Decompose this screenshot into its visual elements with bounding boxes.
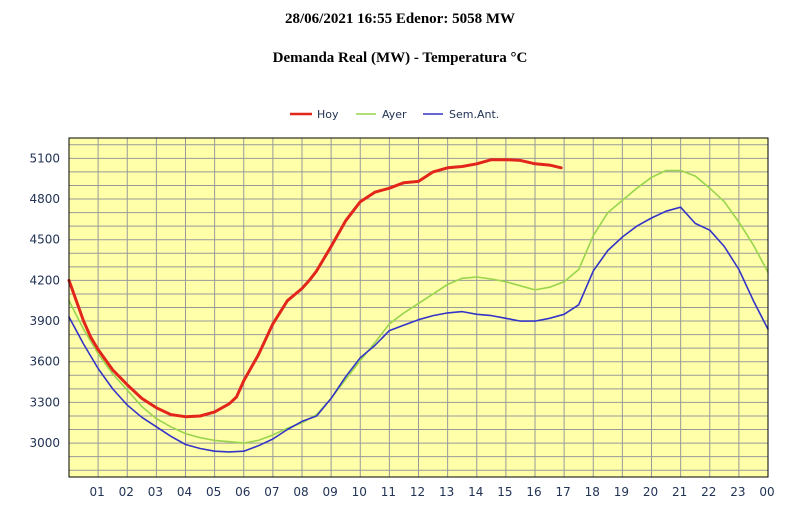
x-axis-ticks: 01 02 03 04 05 06 07 08 09 10 11 12 13 14 15 16 17 18 19 20…: [89, 485, 774, 499]
x-tick-label: 15: [497, 485, 512, 499]
y-tick-label: 5100: [29, 151, 60, 165]
x-tick-label: 23: [730, 485, 745, 499]
x-tick-label: 06: [235, 485, 250, 499]
x-tick-label: 03: [148, 485, 163, 499]
x-tick-label: 22: [701, 485, 716, 499]
y-tick-label: 4800: [29, 192, 60, 206]
x-tick-label: 09: [322, 485, 337, 499]
chart-series: [67, 158, 769, 453]
chart-legend: Hoy Ayer Sem.Ant.: [290, 108, 499, 121]
x-tick-label: 05: [206, 485, 221, 499]
x-tick-label: 10: [352, 485, 367, 499]
y-axis-ticks: 3000 3300 3600 3900 4200 4500 4800 5100: [29, 151, 60, 450]
chart-title-main: 28/06/2021 16:55 Edenor: 5058 MW: [285, 11, 515, 27]
x-tick-label: 18: [585, 485, 600, 499]
x-tick-label: 11: [381, 485, 396, 499]
x-tick-label: 02: [119, 485, 134, 499]
series-line-hoy: [67, 158, 563, 419]
x-tick-label: 08: [293, 485, 308, 499]
x-tick-label: 21: [672, 485, 687, 499]
x-tick-label: 14: [468, 485, 483, 499]
x-tick-label: 17: [555, 485, 570, 499]
plot-border: [68, 137, 769, 478]
x-tick-label: 19: [614, 485, 629, 499]
x-tick-label: 01: [89, 485, 104, 499]
series-line-ayer: [68, 169, 769, 444]
series-line-semant: [68, 206, 769, 453]
y-tick-label: 3900: [29, 314, 60, 328]
x-tick-label: 12: [410, 485, 425, 499]
legend-label: Sem.Ant.: [449, 108, 499, 121]
x-tick-label: 00: [759, 485, 774, 499]
legend-label: Hoy: [317, 108, 339, 121]
y-tick-label: 4200: [29, 273, 60, 287]
x-tick-label: 07: [264, 485, 279, 499]
x-tick-label: 16: [526, 485, 541, 499]
x-tick-label: 04: [177, 485, 192, 499]
legend-label: Ayer: [382, 108, 407, 121]
y-tick-label: 3000: [29, 436, 60, 450]
x-tick-label: 20: [643, 485, 658, 499]
y-tick-label: 3600: [29, 355, 60, 369]
chart-grid: [69, 138, 768, 477]
x-tick-label: 13: [439, 485, 454, 499]
y-tick-label: 4500: [29, 233, 60, 247]
chart-subtitle: Demanda Real (MW) - Temperatura °C: [272, 50, 528, 66]
y-tick-label: 3300: [29, 395, 60, 409]
